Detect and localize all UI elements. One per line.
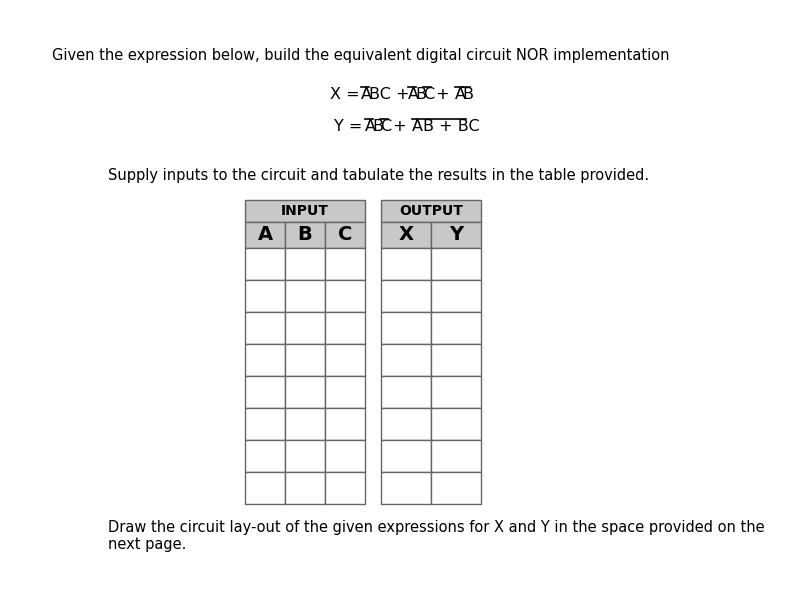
Bar [285,248,325,280]
Bar [245,408,285,440]
Text: Supply inputs to the circuit and tabulate the results in the table provided.: Supply inputs to the circuit and tabulat… [108,168,649,183]
Bar [381,344,431,376]
Bar [245,344,285,376]
Text: A: A [408,87,419,102]
Bar [325,280,365,312]
Text: B: B [462,87,474,102]
Bar [285,408,325,440]
Bar [245,440,285,472]
Text: +: + [388,119,412,134]
Bar [381,472,431,504]
Bar [285,312,325,344]
Bar [325,376,365,408]
Bar [431,440,481,472]
Text: INPUT: INPUT [281,204,329,218]
Bar [285,376,325,408]
Bar [431,222,481,248]
Bar [381,440,431,472]
Bar [285,344,325,376]
Text: B: B [373,119,384,134]
Text: C: C [423,87,434,102]
Text: +: + [431,87,455,102]
Text: Y =: Y = [334,119,367,134]
Bar [245,376,285,408]
Bar [431,280,481,312]
Text: AB + BC: AB + BC [412,119,479,134]
Bar [325,312,365,344]
Text: C: C [338,226,352,244]
Bar [285,222,325,248]
Bar [245,248,285,280]
Bar [285,472,325,504]
Bar [381,280,431,312]
Text: A: A [365,119,376,134]
Text: A: A [454,87,466,102]
Bar [431,472,481,504]
Bar [245,222,285,248]
Text: B: B [416,87,426,102]
Text: Draw the circuit lay-out of the given expressions for X and Y in the space provi: Draw the circuit lay-out of the given ex… [108,520,765,552]
Bar [381,222,431,248]
Bar [325,472,365,504]
Bar [325,248,365,280]
Bar [431,312,481,344]
Text: X: X [398,226,414,244]
Bar [245,312,285,344]
Bar [325,222,365,248]
Bar [431,248,481,280]
Bar [245,472,285,504]
Bar [431,344,481,376]
Bar [325,408,365,440]
Bar [381,376,431,408]
Text: C: C [381,119,391,134]
Bar [285,280,325,312]
Bar [381,408,431,440]
Text: B: B [298,226,312,244]
Bar [245,280,285,312]
Text: Given the expression below, build the equivalent digital circuit NOR implementat: Given the expression below, build the eq… [52,48,670,63]
Bar [245,200,365,222]
Bar [381,200,481,222]
Text: BC +: BC + [369,87,414,102]
Text: X =: X = [330,87,364,102]
Bar [431,376,481,408]
Bar [381,312,431,344]
Bar [325,440,365,472]
Text: A: A [361,87,372,102]
Bar [431,408,481,440]
Text: OUTPUT: OUTPUT [399,204,463,218]
Text: Y: Y [449,226,463,244]
Bar [285,440,325,472]
Bar [325,344,365,376]
Text: A: A [258,226,273,244]
Bar [381,248,431,280]
